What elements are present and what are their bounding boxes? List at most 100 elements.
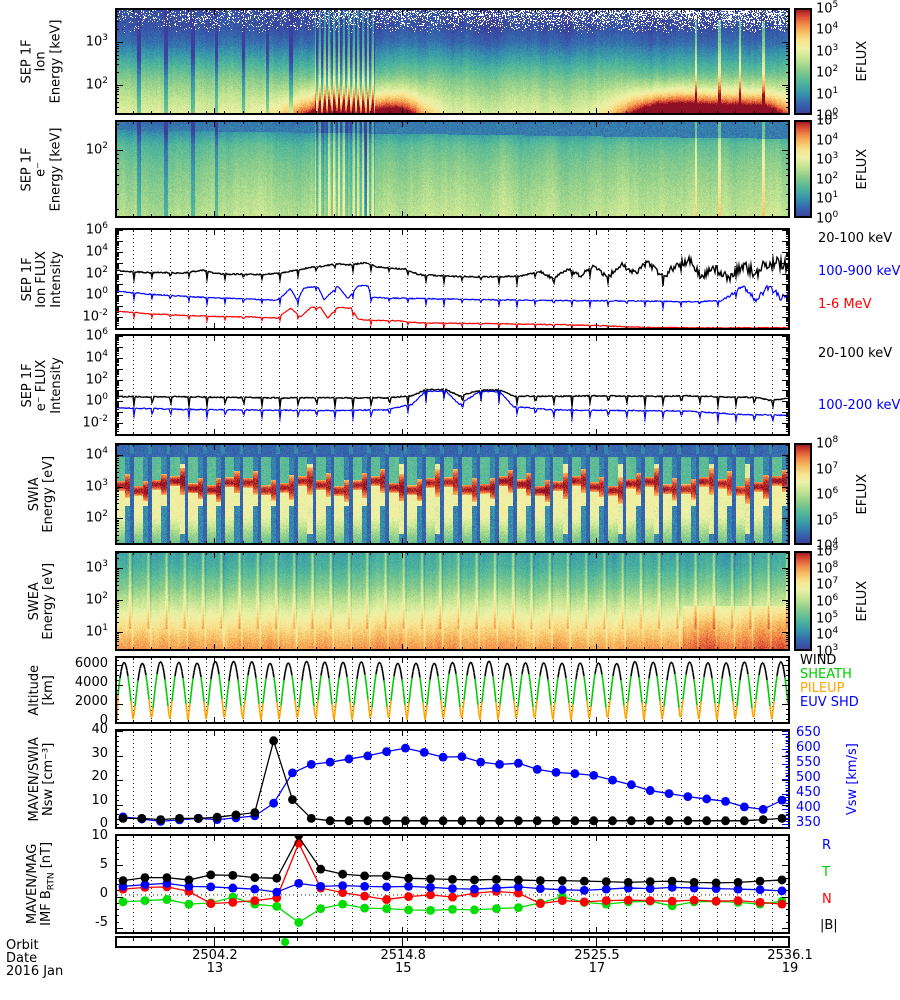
ytick-swia: 102	[85, 509, 108, 526]
ytick-sep-ion: 103	[85, 32, 108, 49]
ytick-vsw: 350	[796, 815, 821, 831]
cbar-tick-swia: 107	[816, 460, 839, 477]
swia-spectrogram-plot	[115, 443, 790, 545]
xtick-date: 13	[206, 961, 224, 976]
cbar-tick-sep-ion: 104	[816, 21, 839, 38]
ytick-vsw: 450	[796, 785, 821, 801]
legend-wind: WIND	[800, 653, 837, 668]
xtick-orbit: 2536.1	[767, 948, 813, 963]
ytick-vsw: 600	[796, 739, 821, 755]
legend-sep-ion-1: 20-100 keV	[818, 231, 893, 246]
ytick-swea: 101	[85, 622, 108, 640]
cbar-tick-sep-e: 105	[816, 112, 839, 129]
ytick-sep-e-flux: 104	[85, 348, 108, 366]
ytick-swia: 104	[85, 446, 108, 463]
ytick-vsw: 500	[796, 770, 821, 785]
ytick-sep-e-flux: 10-2	[82, 413, 108, 431]
nsw-vsw-plot	[115, 729, 790, 829]
cbar-tick-swea: 106	[816, 593, 839, 610]
ytick-nsw: 0	[99, 816, 108, 832]
colorbar-sep-electron	[794, 120, 812, 218]
sep-ion-spectrogram-plot	[115, 8, 790, 115]
cbar-tick-swea: 107	[816, 576, 839, 593]
xtick-orbit: 2514.8	[380, 948, 426, 963]
year-caption: 2016 Jan	[6, 964, 64, 979]
cbar-tick-sep-ion: 100	[816, 107, 839, 124]
ytick-sep-ion-flux: 102	[85, 264, 108, 281]
cbar-tick-sep-e: 100	[816, 210, 839, 227]
ytick-sep-e-flux: 106	[85, 327, 108, 344]
orbit-caption: Orbit	[6, 938, 39, 953]
ytick-nsw: 40	[91, 722, 108, 738]
legend-euv-shd: EUV SHD	[800, 695, 859, 710]
sep-ion-flux-plot	[115, 228, 790, 330]
legend-r: R	[822, 838, 832, 853]
cbar-tick-swia: 106	[816, 486, 839, 503]
ytick-swea: 102	[85, 590, 108, 608]
date-caption: Date	[6, 951, 38, 966]
ytick-altitude: 6000	[74, 655, 108, 671]
sep-electron-spectrogram-plot	[115, 120, 790, 218]
ytick-sep-e-flux: 102	[85, 370, 108, 387]
ytick-sep-ion-flux: 100	[85, 286, 108, 303]
ytick-sep-ion-flux: 106	[85, 221, 108, 238]
time-axis-bar	[115, 936, 790, 948]
cbar-tick-swea: 105	[816, 609, 839, 626]
swea-spectrogram-plot	[115, 551, 790, 651]
legend-sep-e-1: 20-100 keV	[818, 346, 893, 361]
ytick-sep-ion: 102	[85, 75, 108, 93]
ytick-nsw: 10	[91, 792, 108, 808]
cbar-tick-swea: 108	[816, 559, 839, 576]
legend-babs: |B|	[820, 918, 838, 933]
ytick-nsw: 20	[91, 769, 108, 785]
ytick-imf: 5	[99, 857, 108, 873]
xtick-orbit: 2504.2	[192, 948, 238, 963]
cbar-tick-swia: 108	[816, 435, 839, 452]
xtick-date: 17	[588, 961, 606, 976]
cbar-tick-sep-ion: 101	[816, 85, 839, 102]
ytick-vsw: 550	[796, 754, 821, 770]
ylabel-sep-electron: SEP 1F e⁻ Energy [keV]	[19, 127, 64, 211]
cbar-tick-swea: 109	[816, 543, 839, 560]
ytick-sep-e: 102	[85, 140, 108, 158]
legend-t: T	[822, 865, 830, 880]
legend-pileup: PILEUP	[800, 681, 845, 696]
ytick-altitude: 2000	[74, 693, 108, 709]
colorbar-swia	[794, 443, 812, 545]
legend-sep-e-2: 100-200 keV	[818, 398, 900, 413]
xtick-date: 15	[394, 961, 412, 976]
legend-n: N	[822, 892, 832, 907]
altitude-plot	[115, 656, 790, 724]
right-axis-label-vsw: Vsw [km/s]	[844, 743, 860, 815]
cbar-tick-sep-ion: 103	[816, 42, 839, 60]
ytick-imf: 0	[99, 885, 108, 901]
cbar-tick-sep-e: 104	[816, 131, 839, 148]
ylabel-sep-ion: SEP 1F Ion Energy [keV]	[19, 19, 64, 104]
ytick-imf: -5	[95, 914, 108, 930]
cbar-tick-sep-ion: 105	[816, 0, 839, 17]
ytick-imf: 10	[91, 828, 108, 844]
ytick-sep-ion-flux: 104	[85, 242, 108, 260]
ytick-sep-e-flux: 100	[85, 392, 108, 409]
xtick-orbit: 2525.5	[574, 948, 620, 963]
legend-sep-ion-2: 100-900 keV	[818, 264, 900, 279]
sep-electron-flux-plot	[115, 334, 790, 436]
cbar-tick-sep-e: 103	[816, 151, 839, 168]
imf-brtn-plot	[115, 834, 790, 934]
colorbar-sep-ion	[794, 8, 812, 115]
cbar-tick-sep-e: 102	[816, 170, 839, 188]
ytick-vsw: 650	[796, 724, 821, 740]
ytick-sep-ion-flux: 10-2	[82, 307, 108, 325]
ytick-vsw: 400	[796, 800, 821, 816]
legend-sep-ion-3: 1-6 MeV	[818, 297, 872, 312]
colorbar-swea	[794, 551, 812, 651]
cbar-tick-swia: 105	[816, 511, 839, 528]
cbar-tick-swia: 104	[816, 537, 839, 554]
ytick-altitude: 0	[99, 712, 108, 728]
ytick-swea: 103	[85, 558, 108, 576]
xtick-date: 19	[781, 961, 799, 976]
ytick-swia: 103	[85, 477, 108, 494]
legend-sheath: SHEATH	[800, 667, 852, 682]
cbar-tick-sep-e: 101	[816, 190, 839, 207]
